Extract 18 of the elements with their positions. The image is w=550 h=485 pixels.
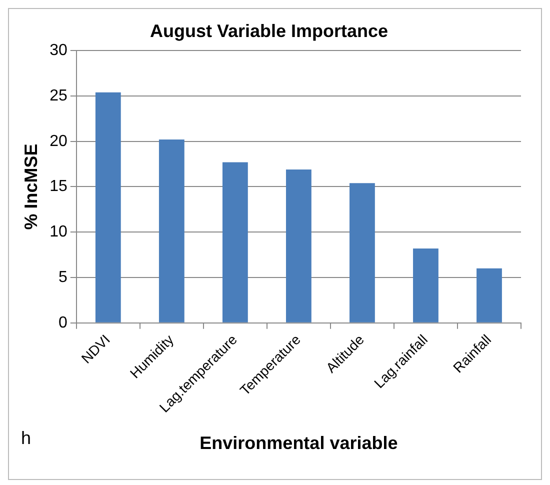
- y-tick-label: 30: [50, 42, 68, 60]
- chart-title: August Variable Importance: [150, 20, 388, 41]
- y-tick-label: 10: [50, 224, 68, 241]
- y-tick-label: 15: [50, 178, 68, 196]
- y-tick-label: 20: [50, 132, 68, 150]
- bar: [95, 92, 121, 322]
- bar: [222, 162, 248, 322]
- bar: [413, 248, 438, 322]
- y-tick-label: 0: [58, 314, 68, 332]
- y-tick-label: 25: [50, 87, 68, 104]
- bar: [286, 169, 312, 322]
- y-axis-title: % IncMSE: [20, 144, 41, 230]
- bar: [350, 183, 375, 322]
- x-axis-title: Environmental variable: [200, 433, 398, 454]
- bar: [158, 140, 184, 322]
- y-tick-label: 5: [58, 268, 68, 286]
- text: h: [21, 428, 32, 448]
- bar: [476, 268, 502, 322]
